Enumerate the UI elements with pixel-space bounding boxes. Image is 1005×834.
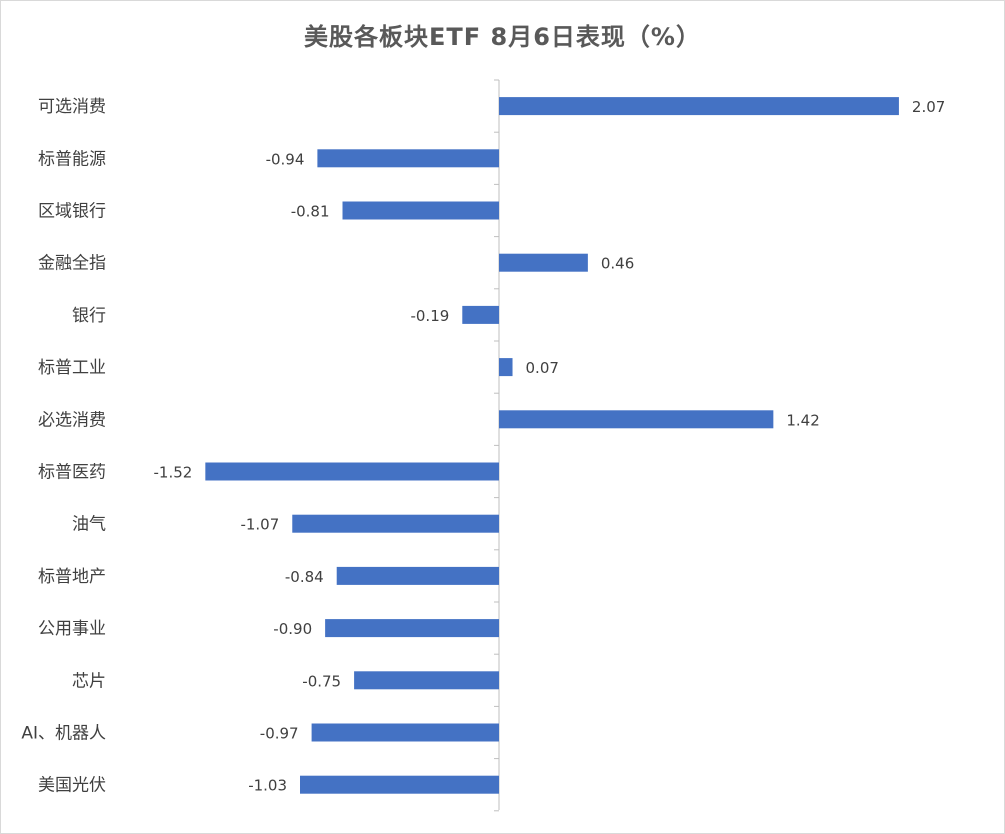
category-label: 可选消费 bbox=[38, 97, 106, 117]
category-label: 银行 bbox=[72, 306, 106, 326]
category-label: 必选消费 bbox=[38, 410, 106, 430]
data-label: -0.19 bbox=[410, 307, 449, 325]
category-label: 区域银行 bbox=[38, 202, 106, 222]
data-label: -1.07 bbox=[240, 516, 279, 534]
bar bbox=[205, 462, 499, 481]
data-label: -1.52 bbox=[154, 464, 193, 482]
bar bbox=[317, 149, 499, 168]
category-label: 标普医药 bbox=[38, 463, 106, 483]
data-label: -0.94 bbox=[266, 150, 305, 168]
category-label: 标普地产 bbox=[38, 567, 106, 587]
category-label: 金融全指 bbox=[38, 254, 106, 274]
data-label: -0.75 bbox=[302, 672, 341, 690]
bar bbox=[499, 253, 588, 272]
bar bbox=[336, 566, 499, 585]
bar bbox=[325, 619, 499, 638]
bar bbox=[354, 671, 499, 690]
bar bbox=[499, 97, 899, 116]
bar bbox=[342, 201, 499, 220]
category-label: 标普工业 bbox=[38, 358, 106, 378]
data-label: 1.42 bbox=[786, 411, 819, 429]
data-label: -0.97 bbox=[260, 725, 299, 743]
category-label: 美国光伏 bbox=[38, 776, 106, 796]
data-label: 0.07 bbox=[526, 359, 559, 377]
bar bbox=[292, 514, 499, 533]
data-label: -0.90 bbox=[273, 620, 312, 638]
data-label: -0.84 bbox=[285, 568, 324, 586]
category-label: 芯片 bbox=[72, 671, 106, 691]
category-label: 标普能源 bbox=[38, 149, 106, 169]
category-label: AI、机器人 bbox=[21, 724, 106, 744]
category-label: 油气 bbox=[72, 515, 106, 535]
data-label: -1.03 bbox=[248, 777, 287, 795]
data-label: -0.81 bbox=[291, 203, 330, 221]
bar bbox=[499, 358, 513, 377]
category-label: 公用事业 bbox=[38, 619, 106, 639]
bar bbox=[462, 305, 499, 324]
data-label: 0.46 bbox=[601, 255, 634, 273]
chart-title: 美股各板块ETF 8月6日表现（%） bbox=[304, 23, 701, 51]
bar bbox=[311, 723, 499, 742]
bar bbox=[499, 410, 774, 429]
data-label: 2.07 bbox=[912, 98, 945, 116]
bar bbox=[300, 775, 499, 794]
